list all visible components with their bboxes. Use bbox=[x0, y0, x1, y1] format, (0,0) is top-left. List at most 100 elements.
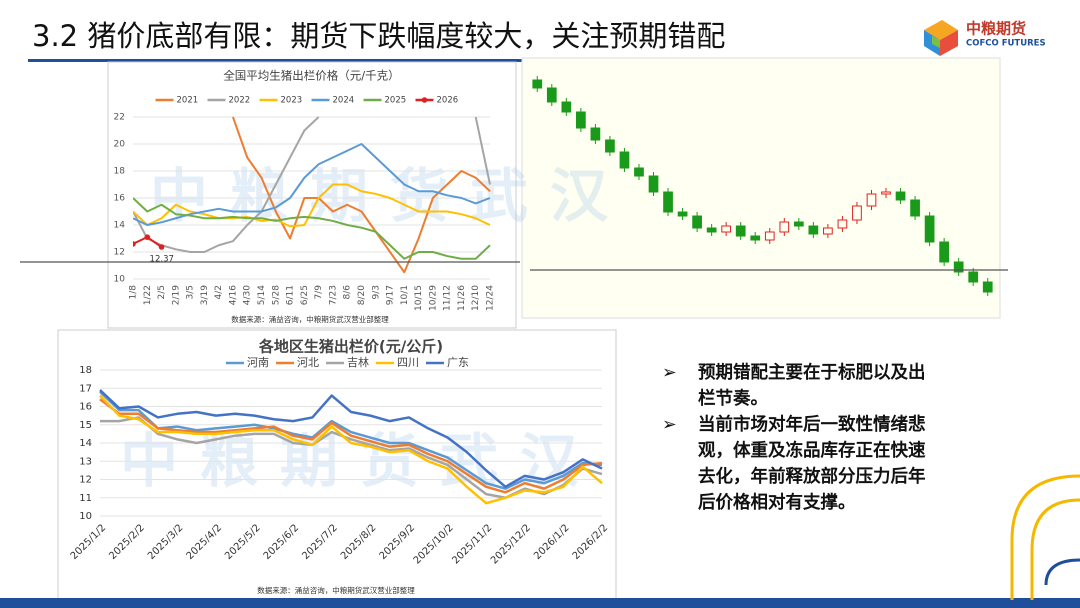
x-tick-label: 3/5 bbox=[186, 285, 196, 299]
candle-body bbox=[910, 199, 920, 217]
candle-body bbox=[576, 111, 586, 129]
y-tick-label: 16 bbox=[114, 194, 126, 204]
y-tick-label: 15 bbox=[79, 420, 92, 431]
legend-label: 2025 bbox=[385, 96, 407, 106]
series-marker bbox=[133, 241, 136, 247]
candle-body bbox=[793, 221, 804, 227]
legend-label: 吉林 bbox=[347, 355, 369, 369]
y-tick-label: 14 bbox=[114, 221, 126, 231]
candle-body bbox=[881, 191, 891, 195]
x-tick-label: 9/3 bbox=[371, 285, 381, 299]
plot bbox=[133, 116, 491, 274]
chart-title: 各地区生猪出栏价(元/公斤) bbox=[258, 338, 443, 356]
x-tick-label: 10/15 bbox=[414, 285, 424, 311]
candle-body bbox=[605, 139, 615, 153]
x-tick-label: 10/1 bbox=[400, 285, 410, 305]
footer-bar bbox=[0, 598, 1080, 608]
x-tick-label: 5/28 bbox=[271, 285, 281, 305]
x-tick-label: 4/2 bbox=[214, 285, 224, 299]
y-tick-label: 12 bbox=[79, 475, 92, 486]
legend-label: 2026 bbox=[437, 96, 459, 106]
bullet: 当前市场对年后一致性情绪悲观，体重及冻品库存正在快速去化，年前释放部分压力后年后… bbox=[662, 412, 934, 516]
y-tick-label: 22 bbox=[114, 113, 125, 123]
legend-label: 2024 bbox=[333, 96, 355, 106]
legend-label: 河南 bbox=[247, 356, 269, 369]
y-tick-label: 12 bbox=[114, 248, 125, 258]
candle-body bbox=[561, 101, 572, 113]
series-line bbox=[99, 394, 603, 505]
x-tick-label: 2/19 bbox=[171, 285, 181, 305]
series-marker bbox=[144, 234, 151, 240]
x-tick-label: 1/8 bbox=[129, 285, 139, 300]
x-tick-label: 11/26 bbox=[457, 285, 467, 311]
candle-body bbox=[546, 87, 557, 103]
x-tick-label: 8/6 bbox=[343, 285, 353, 300]
candle-body bbox=[968, 271, 979, 283]
candle-body bbox=[939, 241, 949, 263]
source: 数据来源：涌益咨询，中粮期货武汉营业部整理 bbox=[231, 314, 389, 324]
legend-label: 广东 bbox=[447, 356, 469, 369]
y-tick-label: 16 bbox=[79, 402, 92, 413]
y-tick-label: 14 bbox=[79, 438, 92, 449]
legend-label: 2023 bbox=[281, 96, 303, 106]
candle-body bbox=[721, 225, 732, 233]
candle-body bbox=[837, 219, 848, 229]
x-tick-label: 9/17 bbox=[386, 285, 396, 305]
x-tick-label: 10/29 bbox=[428, 285, 438, 311]
legend-label: 2021 bbox=[177, 96, 199, 106]
x-tick-label: 11/12 bbox=[443, 285, 453, 311]
candle-body bbox=[634, 167, 644, 177]
y-tick-label: 18 bbox=[114, 167, 126, 177]
candle-body bbox=[648, 175, 659, 193]
candle-body bbox=[779, 221, 790, 233]
legend-label: 河北 bbox=[297, 356, 319, 369]
candle-body bbox=[619, 151, 630, 169]
slide-title: 3.2 猪价底部有限：期货下跌幅度较大，关注预期错配 bbox=[32, 19, 725, 53]
candle-body bbox=[735, 225, 746, 237]
y-tick-label: 10 bbox=[79, 511, 92, 522]
candle-body bbox=[706, 227, 717, 233]
y-tick-label: 20 bbox=[114, 140, 126, 150]
bullet-list: 预期错配主要在于标肥以及出栏节奏。 当前市场对年后一致性情绪悲观，体重及冻品库存… bbox=[662, 360, 934, 516]
candle-body bbox=[982, 281, 993, 293]
x-tick-label: 7/9 bbox=[314, 285, 324, 300]
series-line bbox=[133, 197, 491, 260]
source: 数据来源：涌益咨询，中粮期货武汉营业部整理 bbox=[257, 585, 415, 595]
candle-body bbox=[808, 225, 819, 235]
chart-frame bbox=[521, 57, 1001, 319]
candle-body bbox=[953, 261, 964, 273]
series-line bbox=[133, 183, 491, 228]
y-tick-label: 17 bbox=[79, 383, 92, 394]
bullet: 预期错配主要在于标肥以及出栏节奏。 bbox=[662, 360, 934, 412]
logo-name: 中粮期货 bbox=[966, 20, 1026, 38]
series-line bbox=[99, 390, 603, 490]
x-tick-label: 6/25 bbox=[300, 285, 310, 305]
logo-english: COFCO FUTURES bbox=[966, 39, 1046, 49]
series-line bbox=[99, 389, 603, 489]
candle-body bbox=[764, 231, 775, 241]
candle-body bbox=[866, 193, 877, 207]
x-tick-label: 3/19 bbox=[200, 285, 210, 305]
series-line bbox=[99, 398, 603, 494]
candle-body bbox=[532, 79, 543, 89]
x-tick-label: 4/30 bbox=[243, 285, 253, 305]
logo bbox=[924, 20, 958, 56]
chart-frame bbox=[57, 329, 617, 601]
candle-body bbox=[590, 127, 601, 141]
x-tick-label: 5/14 bbox=[257, 285, 267, 305]
series-marker bbox=[158, 244, 165, 250]
series-line bbox=[232, 116, 491, 274]
x-tick-label: 7/23 bbox=[328, 285, 338, 305]
candle-body bbox=[750, 235, 761, 241]
y-tick-label: 10 bbox=[114, 275, 126, 285]
candle-body bbox=[852, 205, 862, 221]
candle-body bbox=[823, 227, 833, 235]
x-tick-label: 12/10 bbox=[471, 285, 481, 311]
x-tick-label: 1/22 bbox=[143, 285, 153, 305]
candle-body bbox=[677, 211, 688, 217]
candle-body bbox=[692, 215, 702, 229]
series-line bbox=[133, 143, 491, 226]
title-rule bbox=[28, 59, 908, 62]
